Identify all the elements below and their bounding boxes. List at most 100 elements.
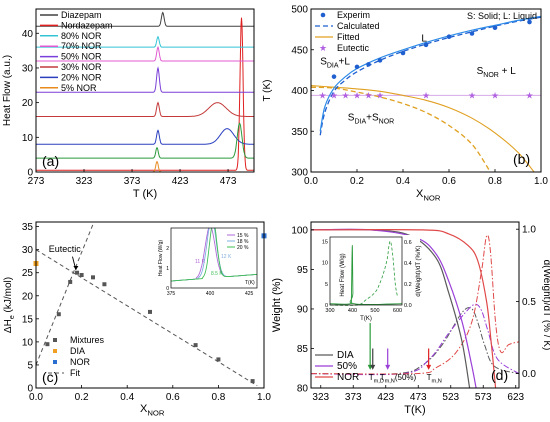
panel-d-inset-xtick-label: 500 bbox=[370, 308, 379, 314]
panel-c-inset-annotation: 12 K bbox=[221, 254, 232, 260]
panel-b-experimental-point bbox=[377, 58, 383, 63]
panel-b-eutectic-point: ★ bbox=[364, 90, 372, 100]
panel-a-series-line bbox=[36, 17, 254, 171]
panel-d-inset-ytick-label: 10 bbox=[322, 261, 328, 267]
panel-a-series-line bbox=[36, 122, 254, 159]
panel-a-label: (a) bbox=[42, 153, 59, 169]
panel-b-region-label: SNOR + L bbox=[477, 66, 517, 79]
panel-b-experimental-point bbox=[469, 31, 475, 36]
panel-b-legend-note: S: Solid; L: Liquid bbox=[467, 11, 537, 21]
panel-b-xtick-label: 0.2 bbox=[350, 176, 364, 187]
panel-c-legend-swatch bbox=[53, 360, 57, 364]
panel-d-xtick-label: 423 bbox=[377, 392, 394, 403]
panel-c-inset-ylabel: Heat Flow (W/g) bbox=[158, 240, 164, 276]
panel-b-experimental-point bbox=[354, 64, 360, 70]
panel-b-eutectic-point: ★ bbox=[525, 90, 533, 100]
panel-b-xtick-label: 1.0 bbox=[534, 176, 548, 187]
panel-c-mixture-point bbox=[148, 309, 152, 314]
panel-a-series-line bbox=[36, 45, 254, 62]
panel-b-eutectic-point: ★ bbox=[491, 90, 499, 100]
panel-b-experimental-point bbox=[331, 74, 337, 79]
panel-c-fit-line bbox=[36, 224, 94, 366]
panel-c-fit-line bbox=[36, 249, 258, 387]
panel-b-eutectic-point: ★ bbox=[330, 90, 338, 100]
panel-c-ytick-label: 20 bbox=[22, 291, 34, 302]
panel-b-xtick-label: 0.6 bbox=[442, 176, 456, 187]
panel-d-derivative-line bbox=[311, 234, 519, 375]
panel-d-marker-arrowhead bbox=[385, 364, 391, 370]
panel-d-frame bbox=[310, 221, 520, 389]
panel-c-inset-legend-entry: 20 % bbox=[237, 245, 249, 251]
panel-d-derivative-line bbox=[311, 307, 519, 375]
panel-c-mixture-point bbox=[68, 279, 73, 284]
panel-b-legend-entry: Eutectic bbox=[337, 43, 370, 53]
panel-b-legend-swatch: ★ bbox=[319, 43, 327, 53]
panel-c-inset-legend-entry: 15 % bbox=[237, 233, 249, 239]
panel-c-inset-ytick-label: 2 bbox=[166, 246, 169, 252]
panel-c-inset-plot bbox=[171, 228, 257, 282]
panel-a-ytick-label: 30 bbox=[22, 63, 34, 74]
panel-a-legend-entry: 50% NOR bbox=[61, 52, 102, 62]
panel-d-plot bbox=[311, 228, 519, 388]
panel-c-inset-legend-entry: 18 % bbox=[237, 239, 249, 245]
panel-c-xtick-label: 0.4 bbox=[120, 392, 134, 403]
panel-b-legend-entry: Calculated bbox=[337, 21, 380, 31]
panel-d-inset-xlabel: T(K) bbox=[360, 316, 372, 322]
panel-d-xlabel: T(K) bbox=[404, 404, 425, 416]
panel-c-label: (c) bbox=[42, 369, 58, 385]
panel-c-frame bbox=[35, 221, 265, 389]
panel-c-mixture-point bbox=[75, 270, 80, 275]
panel-c-inset-series-line bbox=[171, 228, 257, 282]
panel-b-eutectic-point: ★ bbox=[341, 90, 349, 100]
panel-d-inset-ytick-label: 15 bbox=[322, 239, 328, 245]
panel-d-marker-label: Tm,N bbox=[427, 373, 442, 384]
panel-d-right-ytick-label: 0.0 bbox=[522, 369, 536, 380]
panel-a-xtick-label: 373 bbox=[124, 176, 141, 187]
panel-c-eutectic-annotation: Eutectic bbox=[49, 244, 82, 254]
panel-c-legend-entry: Mixtures bbox=[70, 335, 105, 345]
panel-c-legend-swatch bbox=[53, 349, 57, 353]
panel-a-series-line bbox=[36, 101, 254, 117]
panel-a-ylabel: Heat Flow (a.u.) bbox=[2, 55, 13, 126]
panel-b-plot: ★ ★ ★ ★ ★ ★ ★ ★ ★ ★ bbox=[311, 15, 541, 172]
panel-b-eutectic-point: ★ bbox=[353, 90, 361, 100]
panel-a-ytick-label: 0 bbox=[27, 168, 33, 179]
panel-b-region-label: SDIA+L bbox=[320, 56, 350, 69]
panel-d-marker-arrowhead bbox=[370, 364, 376, 370]
panel-b-experimental-point bbox=[423, 42, 429, 48]
panel-b-eutectic-point: ★ bbox=[318, 90, 326, 100]
panel-c-inset-annotation: 11 K bbox=[195, 259, 206, 265]
panel-c-ytick-label: 35 bbox=[22, 222, 34, 233]
panel-d-right-ytick-label: 1.0 bbox=[522, 225, 536, 236]
panel-d-xtick-label: 473 bbox=[410, 392, 427, 403]
panel-b-ytick-label: 350 bbox=[291, 127, 308, 138]
panel-c-xtick-label: 0.8 bbox=[211, 392, 225, 403]
panel-c-xtick-label: 1.0 bbox=[257, 392, 271, 403]
panel-c-xtick-label: 0.6 bbox=[166, 392, 180, 403]
panel-b-ylabel: T (K) bbox=[262, 79, 273, 101]
panel-d-weight-line bbox=[311, 228, 477, 388]
panel-d-weight-line bbox=[311, 228, 497, 388]
panel-d-ytick-label: 80 bbox=[297, 384, 309, 395]
panel-a-ytick-label: 20 bbox=[22, 98, 34, 109]
panel-c-ytick-label: 5 bbox=[27, 360, 33, 371]
panel-a-legend-entry: Nordazepam bbox=[61, 20, 113, 30]
panel-d-ytick-label: 90 bbox=[297, 304, 309, 315]
panel-c-mixture-point bbox=[250, 379, 255, 384]
panel-d-inset-derivative-line bbox=[329, 240, 398, 306]
panel-d-xtick-label: 573 bbox=[475, 392, 492, 403]
panel-a-xtick-label: 273 bbox=[28, 176, 45, 187]
panel-b-experimental-point bbox=[527, 19, 532, 25]
panel-c-inset-annotation: 8.5 K bbox=[211, 271, 223, 277]
panel-d-xtick-label: 623 bbox=[507, 392, 524, 403]
panel-d-inset-ylabel-right: d(Weight)/dT (%/K) bbox=[416, 245, 422, 296]
panel-d-inset-ytick-right-label: 0.0 bbox=[404, 303, 412, 309]
panel-d-xtick-label: 323 bbox=[312, 392, 329, 403]
panel-d-inset-ytick-right-label: 0.6 bbox=[404, 240, 412, 246]
panel-b-experimental-point bbox=[446, 34, 452, 40]
panel-c-ylabel: ΔHe (kJ/mol) bbox=[3, 277, 16, 333]
panel-d-inset-xtick-label: 300 bbox=[325, 308, 334, 314]
panel-d-xtick-label: 523 bbox=[442, 392, 459, 403]
panel-c-ytick-label: 25 bbox=[22, 268, 34, 279]
